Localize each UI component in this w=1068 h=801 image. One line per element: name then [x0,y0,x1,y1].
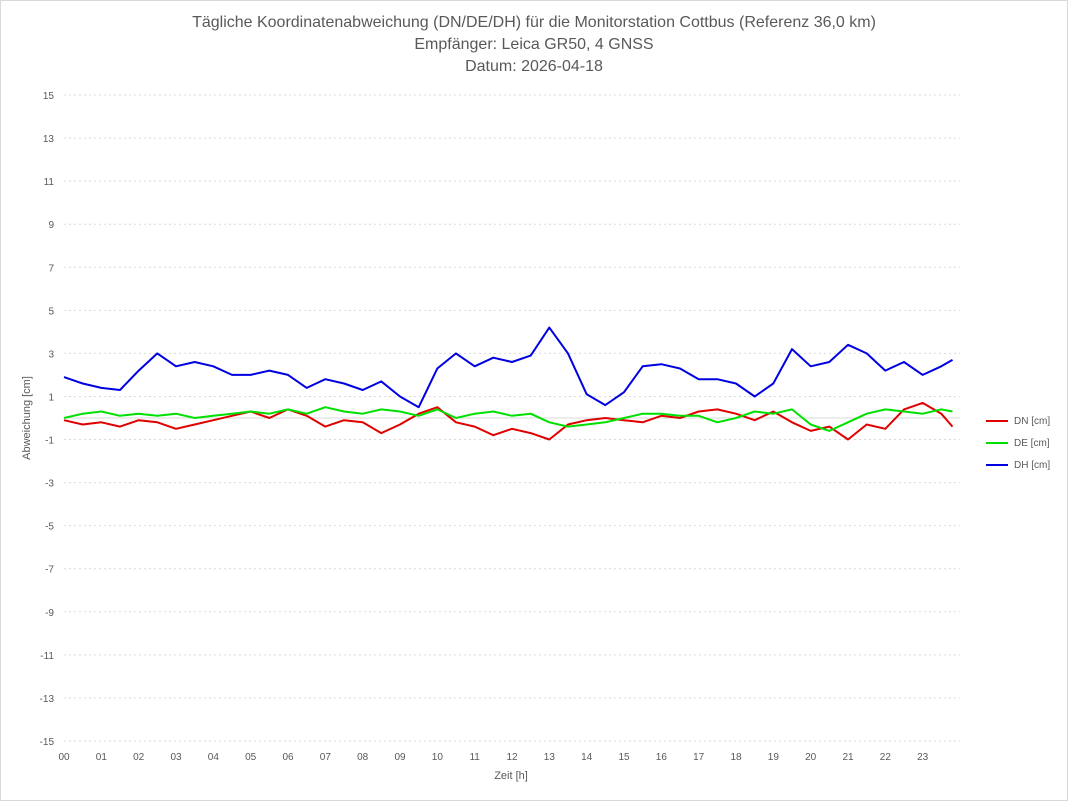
x-tick-label: 20 [805,752,817,763]
legend-swatch-de [986,442,1008,444]
x-tick-label: 15 [618,752,630,763]
y-tick-label: 7 [48,263,54,274]
series-line-dh [64,328,953,408]
x-tick-label: 02 [133,752,145,763]
x-tick-label: 09 [394,752,406,763]
y-tick-label: 5 [48,306,54,317]
y-tick-label: 11 [44,177,55,188]
y-tick-labels: 15 13 11 9 7 5 3 1 -1 -3 -5 -7 -9 -11 -13 -15 [40,91,55,748]
x-tick-label: 03 [170,752,182,763]
y-tick-label: -15 [40,737,55,748]
y-tick-label: -5 [45,522,54,533]
legend-label-dn: DN [cm] [1014,416,1050,427]
y-tick-label: 13 [43,134,55,145]
y-tick-label: -13 [40,694,55,705]
x-tick-label: 12 [506,752,518,763]
legend-label-de: DE [cm] [1014,438,1050,449]
series-lines [64,328,953,440]
x-tick-label: 04 [208,752,220,763]
x-tick-label: 06 [282,752,294,763]
legend-item-dn: DN [cm] [986,410,1050,432]
legend: DN [cm] DE [cm] DH [cm] [986,410,1050,476]
legend-label-dh: DH [cm] [1014,460,1050,471]
y-tick-label: 9 [48,220,54,231]
x-tick-label: 08 [357,752,369,763]
x-tick-label: 18 [730,752,742,763]
legend-item-dh: DH [cm] [986,454,1050,476]
y-tick-label: -9 [45,608,54,619]
x-tick-label: 21 [842,752,854,763]
x-tick-labels: 00 01 02 03 04 05 06 07 08 09 10 11 12 13 14 15 16 17 18 19… [58,752,928,763]
x-tick-label: 19 [768,752,780,763]
x-tick-label: 22 [880,752,892,763]
y-tick-label: 15 [43,91,55,102]
x-tick-label: 11 [469,752,480,763]
x-tick-label: 16 [656,752,668,763]
y-tick-label: -7 [45,565,54,576]
x-axis-label: Zeit [h] [494,770,528,782]
x-tick-label: 23 [917,752,929,763]
x-tick-label: 00 [58,752,70,763]
x-tick-label: 01 [96,752,108,763]
y-tick-label: -11 [40,651,54,662]
legend-item-de: DE [cm] [986,432,1050,454]
x-tick-label: 10 [432,752,444,763]
y-tick-label: -3 [45,479,54,490]
x-tick-label: 17 [693,752,705,763]
y-tick-label: 1 [48,392,54,403]
x-tick-label: 05 [245,752,257,763]
series-line-de [64,407,953,431]
legend-swatch-dn [986,420,1008,422]
series-line-dn [64,403,953,440]
legend-swatch-dh [986,464,1008,466]
y-tick-label: 3 [48,349,54,360]
y-tick-label: -1 [45,436,54,447]
x-tick-label: 13 [544,752,556,763]
x-tick-label: 07 [320,752,332,763]
y-axis-label: Abweichung [cm] [21,376,33,460]
x-tick-label: 14 [581,752,593,763]
